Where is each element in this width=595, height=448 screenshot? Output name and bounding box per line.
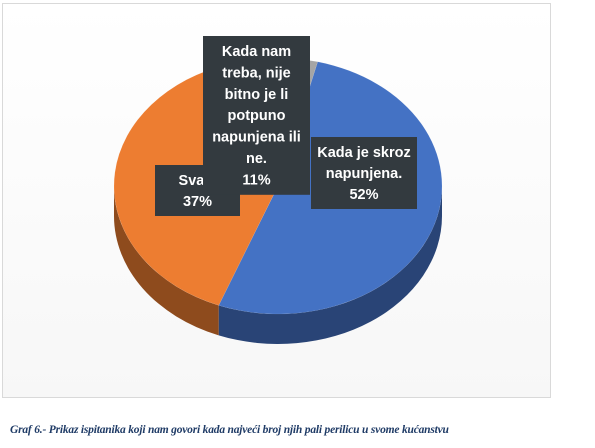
data-label-box <box>203 36 310 195</box>
data-label-text: napunjena ili <box>212 130 301 146</box>
data-label-text: Kada je skroz <box>317 145 411 161</box>
data-label-text: Kada nam <box>222 44 291 60</box>
data-label-text: potpuno <box>228 108 286 124</box>
data-label-value: 11% <box>242 172 270 188</box>
data-label-value: 52% <box>349 187 378 203</box>
data-label-text: treba, nije <box>222 65 291 81</box>
data-label-text: bitno je li <box>225 87 289 103</box>
data-label-text: napunjena. <box>326 166 403 182</box>
data-label-text: ne. <box>246 151 267 167</box>
slice-side-0 <box>218 186 442 344</box>
pie-sides <box>114 186 442 344</box>
slice-side-1 <box>114 186 219 336</box>
data-label-value: 37% <box>183 194 212 210</box>
data-label-2: Kada nam treba, nije bitno je li potpuno nap… <box>203 36 310 195</box>
figure-caption: Graf 6.- Prikaz ispitanika koji nam govo… <box>10 424 449 436</box>
data-label-box <box>311 137 417 209</box>
data-label-0: Kada je skroz napunjena. 52% <box>311 137 417 209</box>
